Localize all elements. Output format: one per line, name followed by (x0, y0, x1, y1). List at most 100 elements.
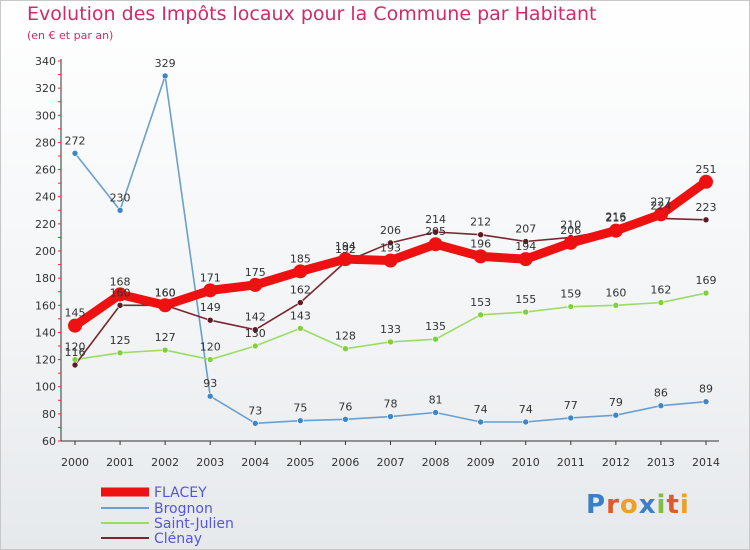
logo-letter: t (666, 490, 680, 520)
data-label: 120 (200, 341, 221, 354)
logo-letter: r (606, 490, 620, 520)
data-label: 81 (429, 394, 443, 407)
data-point (206, 356, 214, 363)
x-tick-label: 2012 (602, 456, 630, 469)
data-point (161, 72, 169, 80)
y-tick-label: 300 (35, 109, 56, 122)
data-label: 193 (380, 242, 401, 255)
data-point (522, 308, 530, 316)
data-label: 169 (696, 274, 717, 287)
y-tick-label: 140 (35, 326, 56, 339)
proxiti-logo: Proxiti (586, 490, 690, 520)
data-label: 120 (65, 341, 86, 354)
tick-labels: 60 80 100 120 140 160 180 200 220 240 260 280 300 320… (35, 55, 720, 469)
data-label: 168 (110, 275, 131, 288)
data-point (432, 228, 439, 236)
data-label: 149 (200, 301, 221, 314)
data-label: 77 (564, 399, 578, 412)
data-label: 93 (203, 377, 217, 390)
legend-label: Clénay (154, 531, 202, 547)
data-point (657, 299, 665, 306)
data-label: 116 (65, 346, 86, 359)
data-point (71, 149, 79, 157)
data-point (612, 411, 620, 419)
data-point (387, 413, 394, 420)
data-point (387, 338, 394, 346)
data-point (657, 402, 665, 410)
data-label: 89 (699, 383, 713, 396)
data-label: 185 (290, 252, 311, 265)
data-label: 86 (654, 387, 668, 400)
y-tick-label: 100 (35, 381, 56, 394)
data-point (161, 346, 169, 354)
data-label: 75 (293, 402, 307, 415)
data-label: 175 (245, 266, 266, 279)
data-point (293, 264, 308, 279)
data-point (432, 335, 439, 343)
x-tick-label: 2011 (557, 456, 585, 469)
data-point (563, 235, 578, 250)
data-label: 73 (248, 404, 262, 417)
data-point (297, 299, 304, 306)
data-label: 78 (384, 398, 398, 411)
data-label: 329 (155, 57, 176, 70)
data-point (567, 414, 575, 422)
data-label: 230 (110, 191, 131, 204)
data-label: 160 (605, 286, 626, 299)
data-point (68, 318, 82, 333)
data-point (612, 301, 620, 309)
data-label: 153 (470, 296, 491, 309)
data-point (206, 392, 214, 400)
data-label: 205 (425, 225, 446, 238)
legend-label: Saint-Julien (154, 516, 234, 532)
data-point (71, 361, 79, 369)
y-tick-label: 340 (35, 55, 56, 68)
data-label: 207 (515, 223, 536, 236)
logo-letter: o (619, 490, 639, 520)
data-point (158, 298, 173, 313)
data-label: 216 (605, 210, 626, 223)
data-point (702, 289, 710, 297)
data-point (477, 311, 484, 319)
y-tick-label: 280 (35, 136, 56, 149)
data-point (338, 252, 353, 267)
x-tick-label: 2006 (331, 456, 359, 469)
data-point (203, 283, 218, 298)
data-point (387, 239, 394, 247)
data-point (116, 206, 124, 214)
data-label: 128 (335, 330, 356, 343)
logo-letter: i (679, 490, 690, 520)
data-point (522, 418, 530, 426)
x-tick-label: 2009 (467, 456, 495, 469)
data-point (653, 207, 668, 222)
data-label: 224 (650, 199, 671, 212)
data-point (113, 287, 128, 302)
data-label: 143 (290, 309, 311, 322)
data-point (251, 342, 259, 350)
data-label: 135 (425, 320, 446, 333)
data-point (477, 418, 484, 426)
data-label: 142 (245, 311, 266, 324)
data-label: 194 (515, 240, 536, 253)
data-label: 125 (110, 334, 131, 347)
chart-title: Evolution des Impôts locaux pour la Comm… (27, 3, 597, 25)
y-tick-label: 80 (42, 408, 56, 421)
data-point (477, 231, 484, 239)
data-label: 192 (335, 243, 356, 256)
data-label: 223 (696, 201, 717, 214)
y-tick-label: 260 (35, 164, 56, 177)
x-tick-label: 2010 (512, 456, 540, 469)
data-label: 160 (110, 286, 131, 299)
logo-letter: i (656, 490, 667, 520)
data-label: 210 (560, 218, 581, 231)
data-point (342, 415, 349, 423)
axes (58, 59, 719, 445)
data-label: 74 (474, 403, 488, 416)
data-point (699, 174, 713, 189)
x-tick-label: 2001 (106, 456, 134, 469)
data-point (608, 223, 623, 238)
